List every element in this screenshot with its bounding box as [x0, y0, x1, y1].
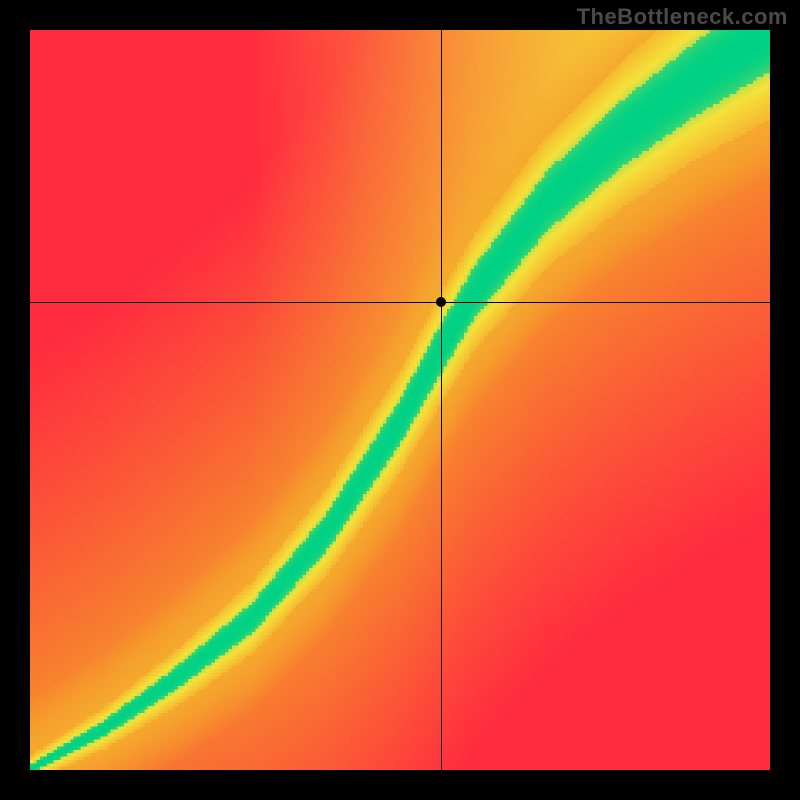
marker-point — [436, 297, 446, 307]
crosshair-horizontal — [30, 302, 770, 303]
chart-frame: TheBottleneck.com — [0, 0, 800, 800]
watermark-text: TheBottleneck.com — [577, 4, 788, 30]
heatmap-canvas — [30, 30, 770, 770]
crosshair-vertical — [441, 30, 442, 770]
plot-area — [30, 30, 770, 770]
